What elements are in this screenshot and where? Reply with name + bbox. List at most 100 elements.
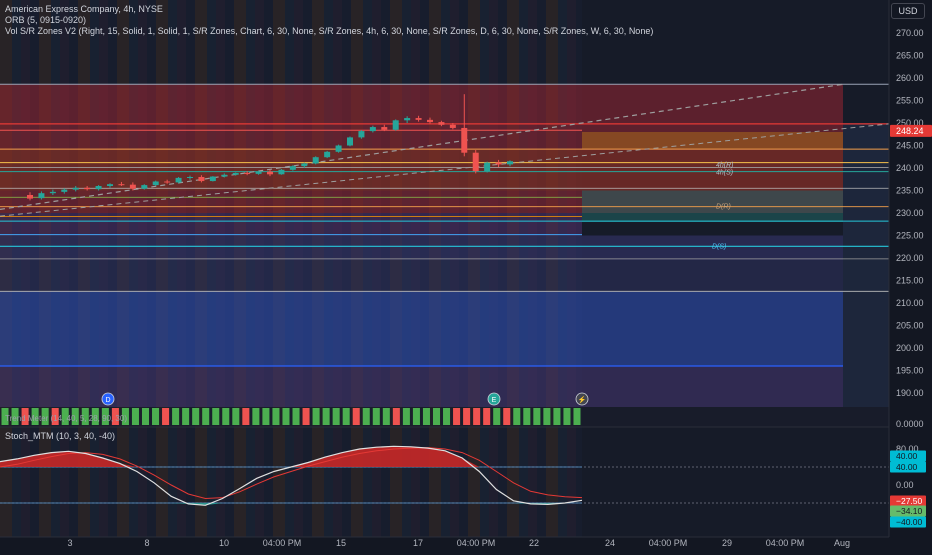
- time-tick-label: 24: [605, 538, 615, 548]
- session-stripe: [576, 0, 585, 537]
- candle-body: [187, 177, 193, 178]
- candle-body: [38, 193, 45, 199]
- price-tick-label: 195.00: [896, 366, 924, 376]
- price-tick-label: 225.00: [896, 231, 924, 241]
- stoch-badge-bg: [890, 495, 926, 507]
- session-stripe: [420, 0, 429, 537]
- price-tick-label: 245.00: [896, 141, 924, 151]
- stoch-value-badge: −40.00: [890, 516, 926, 528]
- session-stripe: [441, 0, 450, 537]
- dividend-marker-text[interactable]: D: [105, 397, 110, 404]
- earnings-marker-text[interactable]: E: [492, 397, 497, 404]
- dividend-marker-circle[interactable]: [101, 392, 115, 406]
- session-stripe: [450, 0, 459, 537]
- trend-meter-title[interactable]: Trend Meter (14, 40, 5, 28, 90, 30): [5, 414, 127, 423]
- axes: 270.00265.00260.00255.00250.00245.00240.…: [67, 0, 932, 550]
- trend-bar: [352, 408, 360, 425]
- support-zone-2: [0, 260, 843, 292]
- trend-bar: [192, 408, 200, 425]
- support-zone-blue: [0, 291, 843, 366]
- trend-bar: [432, 408, 441, 425]
- candle-body: [289, 166, 296, 170]
- trend-meter-pane: [0, 407, 889, 428]
- candle-body: [324, 151, 331, 158]
- session-stripe: [168, 0, 177, 537]
- trend-axis-tick: 0.0000: [896, 419, 924, 429]
- session-stripe: [342, 0, 351, 537]
- session-stripe: [303, 0, 312, 537]
- candle-body: [255, 171, 262, 174]
- news-marker-text[interactable]: ⚡: [578, 395, 587, 404]
- trend-bar: [61, 408, 69, 425]
- time-tick-label: Aug: [834, 538, 850, 548]
- session-stripe: [294, 0, 303, 537]
- news-marker-circle[interactable]: [575, 392, 589, 406]
- trend-bar: [162, 408, 170, 425]
- time-tick-label: 3: [67, 538, 72, 548]
- trend-bar: [533, 408, 541, 425]
- currency-button[interactable]: USD: [891, 3, 925, 19]
- candle-body: [449, 124, 456, 128]
- trend-bar: [503, 408, 511, 425]
- session-stripe: [498, 0, 507, 537]
- trend-bar: [21, 408, 29, 425]
- trend-bar: [272, 408, 280, 425]
- session-stripe: [333, 0, 342, 537]
- earnings-marker-circle[interactable]: [487, 392, 501, 406]
- session-stripe: [69, 0, 78, 537]
- zone-label-3: D(S): [712, 243, 726, 250]
- candle-body: [175, 177, 182, 183]
- candle-body: [244, 172, 251, 174]
- trend-bar: [182, 408, 190, 425]
- support-zone: [0, 235, 843, 261]
- session-stripe: [246, 0, 255, 537]
- candle-body: [141, 185, 148, 189]
- sr-zones: [0, 84, 889, 407]
- session-stripe: [519, 0, 528, 537]
- candle-body: [404, 118, 411, 121]
- orb-indicator-label[interactable]: ORB (5, 0915-0920): [5, 15, 87, 25]
- trend-bar: [111, 408, 119, 425]
- vol-sr-indicator-label[interactable]: Vol S/R Zones V2 (Right, 15, Solid, 1, S…: [5, 26, 654, 36]
- price-tick-label: 190.00: [896, 388, 924, 398]
- candle-body: [427, 119, 433, 123]
- candle-body: [72, 187, 79, 190]
- price-tick-label: 230.00: [896, 208, 924, 218]
- trend-bar: [31, 408, 39, 425]
- sr-lines: [0, 83, 890, 367]
- trend-bar: [563, 408, 571, 425]
- candle-body: [278, 169, 285, 175]
- earnings-marker[interactable]: E: [487, 392, 501, 406]
- candle-body: [335, 145, 342, 152]
- session-stripe: [363, 0, 372, 537]
- time-tick-label: 15: [336, 538, 346, 548]
- trend-bar: [232, 408, 240, 425]
- trend-bar: [312, 408, 320, 425]
- candle-body: [107, 184, 113, 186]
- dividend-marker[interactable]: D: [101, 392, 115, 406]
- candle-body: [415, 118, 422, 120]
- trend-bar: [101, 408, 109, 425]
- candle-body: [438, 122, 445, 125]
- trend-bar: [523, 408, 531, 425]
- price-tick-label: 210.00: [896, 298, 924, 308]
- candle-body: [507, 161, 513, 165]
- candlesticks: [27, 94, 513, 201]
- trend-bar: [292, 408, 300, 425]
- session-stripe: [528, 0, 537, 537]
- trend-bar: [202, 408, 210, 425]
- session-stripe: [285, 0, 294, 537]
- stoch-mtm-title[interactable]: Stoch_MTM (10, 3, 40, -40): [5, 431, 116, 441]
- candle-body: [381, 127, 388, 130]
- trend-bar: [453, 408, 461, 425]
- candle-body: [301, 163, 308, 167]
- session-stripe: [30, 0, 39, 537]
- trend-bar: [172, 408, 180, 425]
- time-tick-label: 22: [529, 538, 539, 548]
- session-stripe: [129, 0, 138, 537]
- stoch-mtm-pane: [0, 445, 932, 538]
- news-marker[interactable]: ⚡: [575, 392, 589, 406]
- symbol-title[interactable]: American Express Company, 4h, NYSE: [5, 4, 163, 14]
- resistance-zone-inner: [0, 150, 843, 191]
